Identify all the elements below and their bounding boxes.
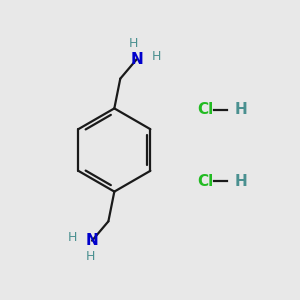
Text: H: H [235, 102, 248, 117]
Text: N: N [130, 52, 143, 67]
Text: H: H [86, 250, 95, 263]
Text: H: H [151, 50, 160, 63]
Text: Cl: Cl [198, 174, 214, 189]
Text: Cl: Cl [198, 102, 214, 117]
Text: H: H [129, 37, 138, 50]
Text: H: H [68, 231, 77, 244]
Text: H: H [235, 174, 248, 189]
Text: N: N [86, 233, 98, 248]
